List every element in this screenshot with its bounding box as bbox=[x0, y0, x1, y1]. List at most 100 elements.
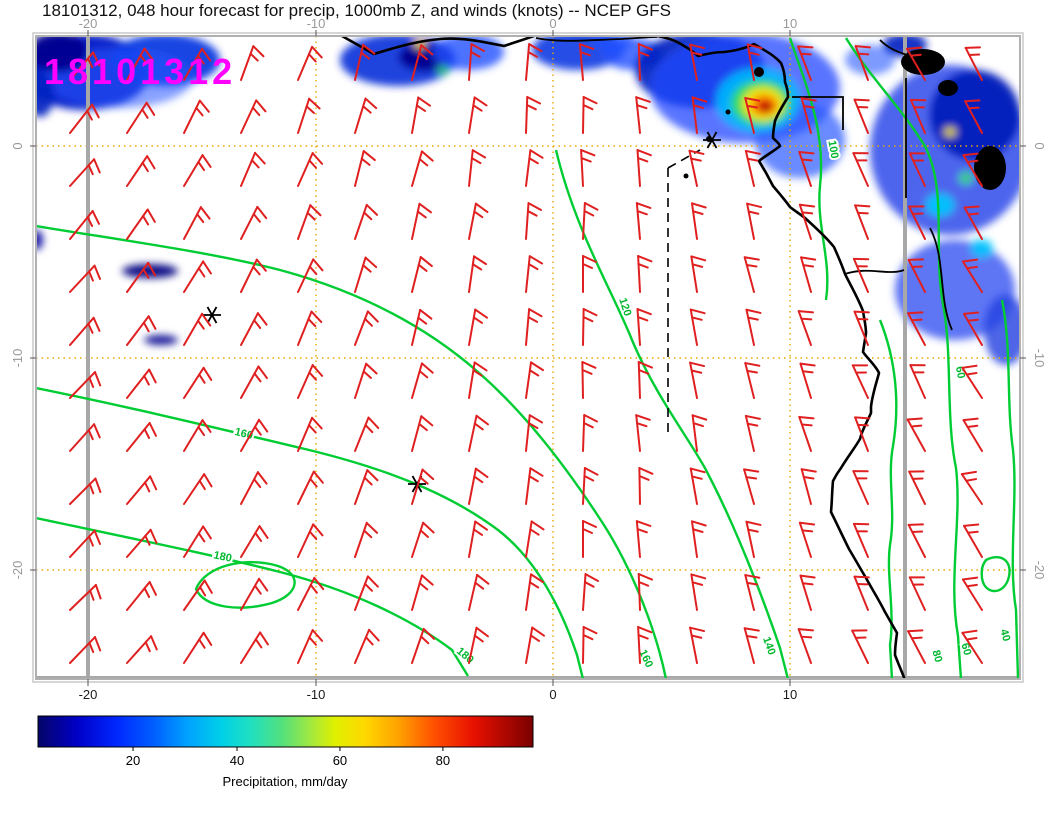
barb-feather-full bbox=[854, 204, 871, 208]
barb-feather-half bbox=[87, 164, 94, 176]
barb-staff bbox=[963, 206, 983, 240]
barb-feather-half bbox=[419, 476, 429, 485]
barb-staff bbox=[297, 364, 314, 399]
precip-blob bbox=[122, 264, 178, 278]
barb-feather-full bbox=[308, 97, 321, 110]
wind-barb bbox=[468, 467, 489, 505]
wind-barb bbox=[743, 256, 760, 293]
wind-barb bbox=[907, 311, 926, 346]
wind-barb bbox=[637, 361, 653, 399]
barb-feather-full bbox=[908, 576, 926, 579]
barb-feather-full bbox=[367, 416, 380, 430]
barb-feather-full bbox=[470, 43, 486, 52]
barb-feather-half bbox=[144, 534, 151, 546]
barb-feather-half bbox=[360, 157, 371, 166]
barb-staff bbox=[183, 154, 204, 187]
inland-water-body bbox=[901, 49, 945, 75]
barb-feather-full bbox=[94, 371, 102, 387]
wind-barb bbox=[411, 202, 432, 240]
wind-barb bbox=[69, 477, 102, 505]
barb-feather-half bbox=[197, 532, 206, 543]
wind-barb bbox=[578, 43, 595, 81]
barb-feather-half bbox=[692, 422, 705, 428]
barb-feather-half bbox=[582, 634, 594, 641]
barb-feather-full bbox=[907, 258, 924, 261]
colorbar-caption: Precipitation, mm/day bbox=[223, 774, 348, 789]
barb-feather-full bbox=[312, 258, 324, 272]
barb-staff bbox=[961, 631, 983, 664]
barb-staff bbox=[906, 418, 926, 452]
barb-feather-full bbox=[961, 576, 979, 581]
barb-feather-full bbox=[198, 99, 210, 113]
wind-barb bbox=[525, 626, 546, 664]
barb-feather-half bbox=[529, 528, 540, 536]
barb-staff bbox=[354, 310, 369, 346]
barb-staff bbox=[691, 414, 698, 452]
barb-staff bbox=[525, 96, 529, 134]
barb-feather-half bbox=[692, 104, 705, 110]
barb-feather-full bbox=[906, 417, 923, 421]
wind-barb bbox=[468, 96, 488, 134]
barb-staff bbox=[69, 529, 96, 558]
barb-staff bbox=[525, 308, 531, 346]
x-tick-label-top: -10 bbox=[307, 16, 326, 31]
barb-feather-half bbox=[855, 371, 868, 374]
barb-staff bbox=[581, 361, 584, 399]
barb-feather-half bbox=[472, 316, 484, 324]
barb-feather-half bbox=[141, 161, 149, 173]
barb-feather-half bbox=[583, 581, 595, 588]
wind-barb bbox=[297, 97, 321, 134]
barb-feather-half bbox=[470, 157, 482, 165]
barb-feather-half bbox=[856, 318, 869, 321]
barb-feather-half bbox=[87, 322, 94, 334]
barb-feather-half bbox=[198, 638, 206, 649]
wind-barb bbox=[690, 573, 707, 611]
barb-feather-half bbox=[690, 51, 703, 56]
barb-feather-full bbox=[474, 308, 489, 319]
barb-feather-full bbox=[528, 414, 544, 424]
barb-feather-half bbox=[800, 423, 813, 427]
wind-barb bbox=[907, 258, 926, 293]
barb-feather-full bbox=[798, 150, 815, 155]
barb-staff bbox=[853, 98, 869, 134]
barb-feather-full bbox=[255, 99, 267, 113]
barb-feather-full bbox=[963, 311, 980, 315]
barb-feather-full bbox=[907, 523, 924, 526]
barb-staff bbox=[69, 423, 96, 452]
barb-feather-half bbox=[856, 530, 868, 533]
wind-barb bbox=[69, 583, 102, 611]
barb-staff bbox=[689, 467, 698, 505]
barb-feather-full bbox=[311, 416, 323, 430]
barb-feather-half bbox=[746, 581, 758, 586]
barb-staff bbox=[909, 98, 926, 134]
wind-barb bbox=[964, 99, 983, 134]
barb-feather-full bbox=[473, 255, 488, 266]
barb-staff bbox=[411, 256, 422, 293]
wind-barb bbox=[689, 361, 706, 399]
wind-barb bbox=[908, 152, 926, 187]
barb-feather-half bbox=[473, 210, 484, 219]
barb-staff bbox=[798, 203, 812, 240]
wind-barb bbox=[468, 308, 489, 346]
colorbar-tick-label: 60 bbox=[333, 753, 347, 768]
barb-feather-half bbox=[527, 51, 539, 58]
barb-feather-half bbox=[249, 52, 259, 62]
wind-barb bbox=[69, 103, 100, 134]
barb-feather-half bbox=[856, 423, 869, 427]
barb-feather-full bbox=[637, 573, 653, 581]
wind-barb bbox=[582, 202, 599, 240]
wind-barb bbox=[69, 636, 102, 664]
barb-feather-full bbox=[530, 520, 545, 531]
barb-feather-half bbox=[364, 317, 374, 327]
barb-feather-half bbox=[636, 210, 648, 216]
wind-barb bbox=[745, 520, 762, 558]
wind-barb bbox=[961, 364, 983, 399]
barb-feather-half bbox=[527, 422, 539, 430]
wind-barb bbox=[69, 264, 101, 293]
wind-barb bbox=[240, 151, 266, 187]
wind-barb bbox=[468, 414, 489, 452]
barb-feather-half bbox=[966, 159, 979, 163]
barb-feather-half bbox=[88, 535, 94, 547]
wind-barb bbox=[183, 473, 213, 505]
barb-feather-half bbox=[196, 213, 205, 224]
